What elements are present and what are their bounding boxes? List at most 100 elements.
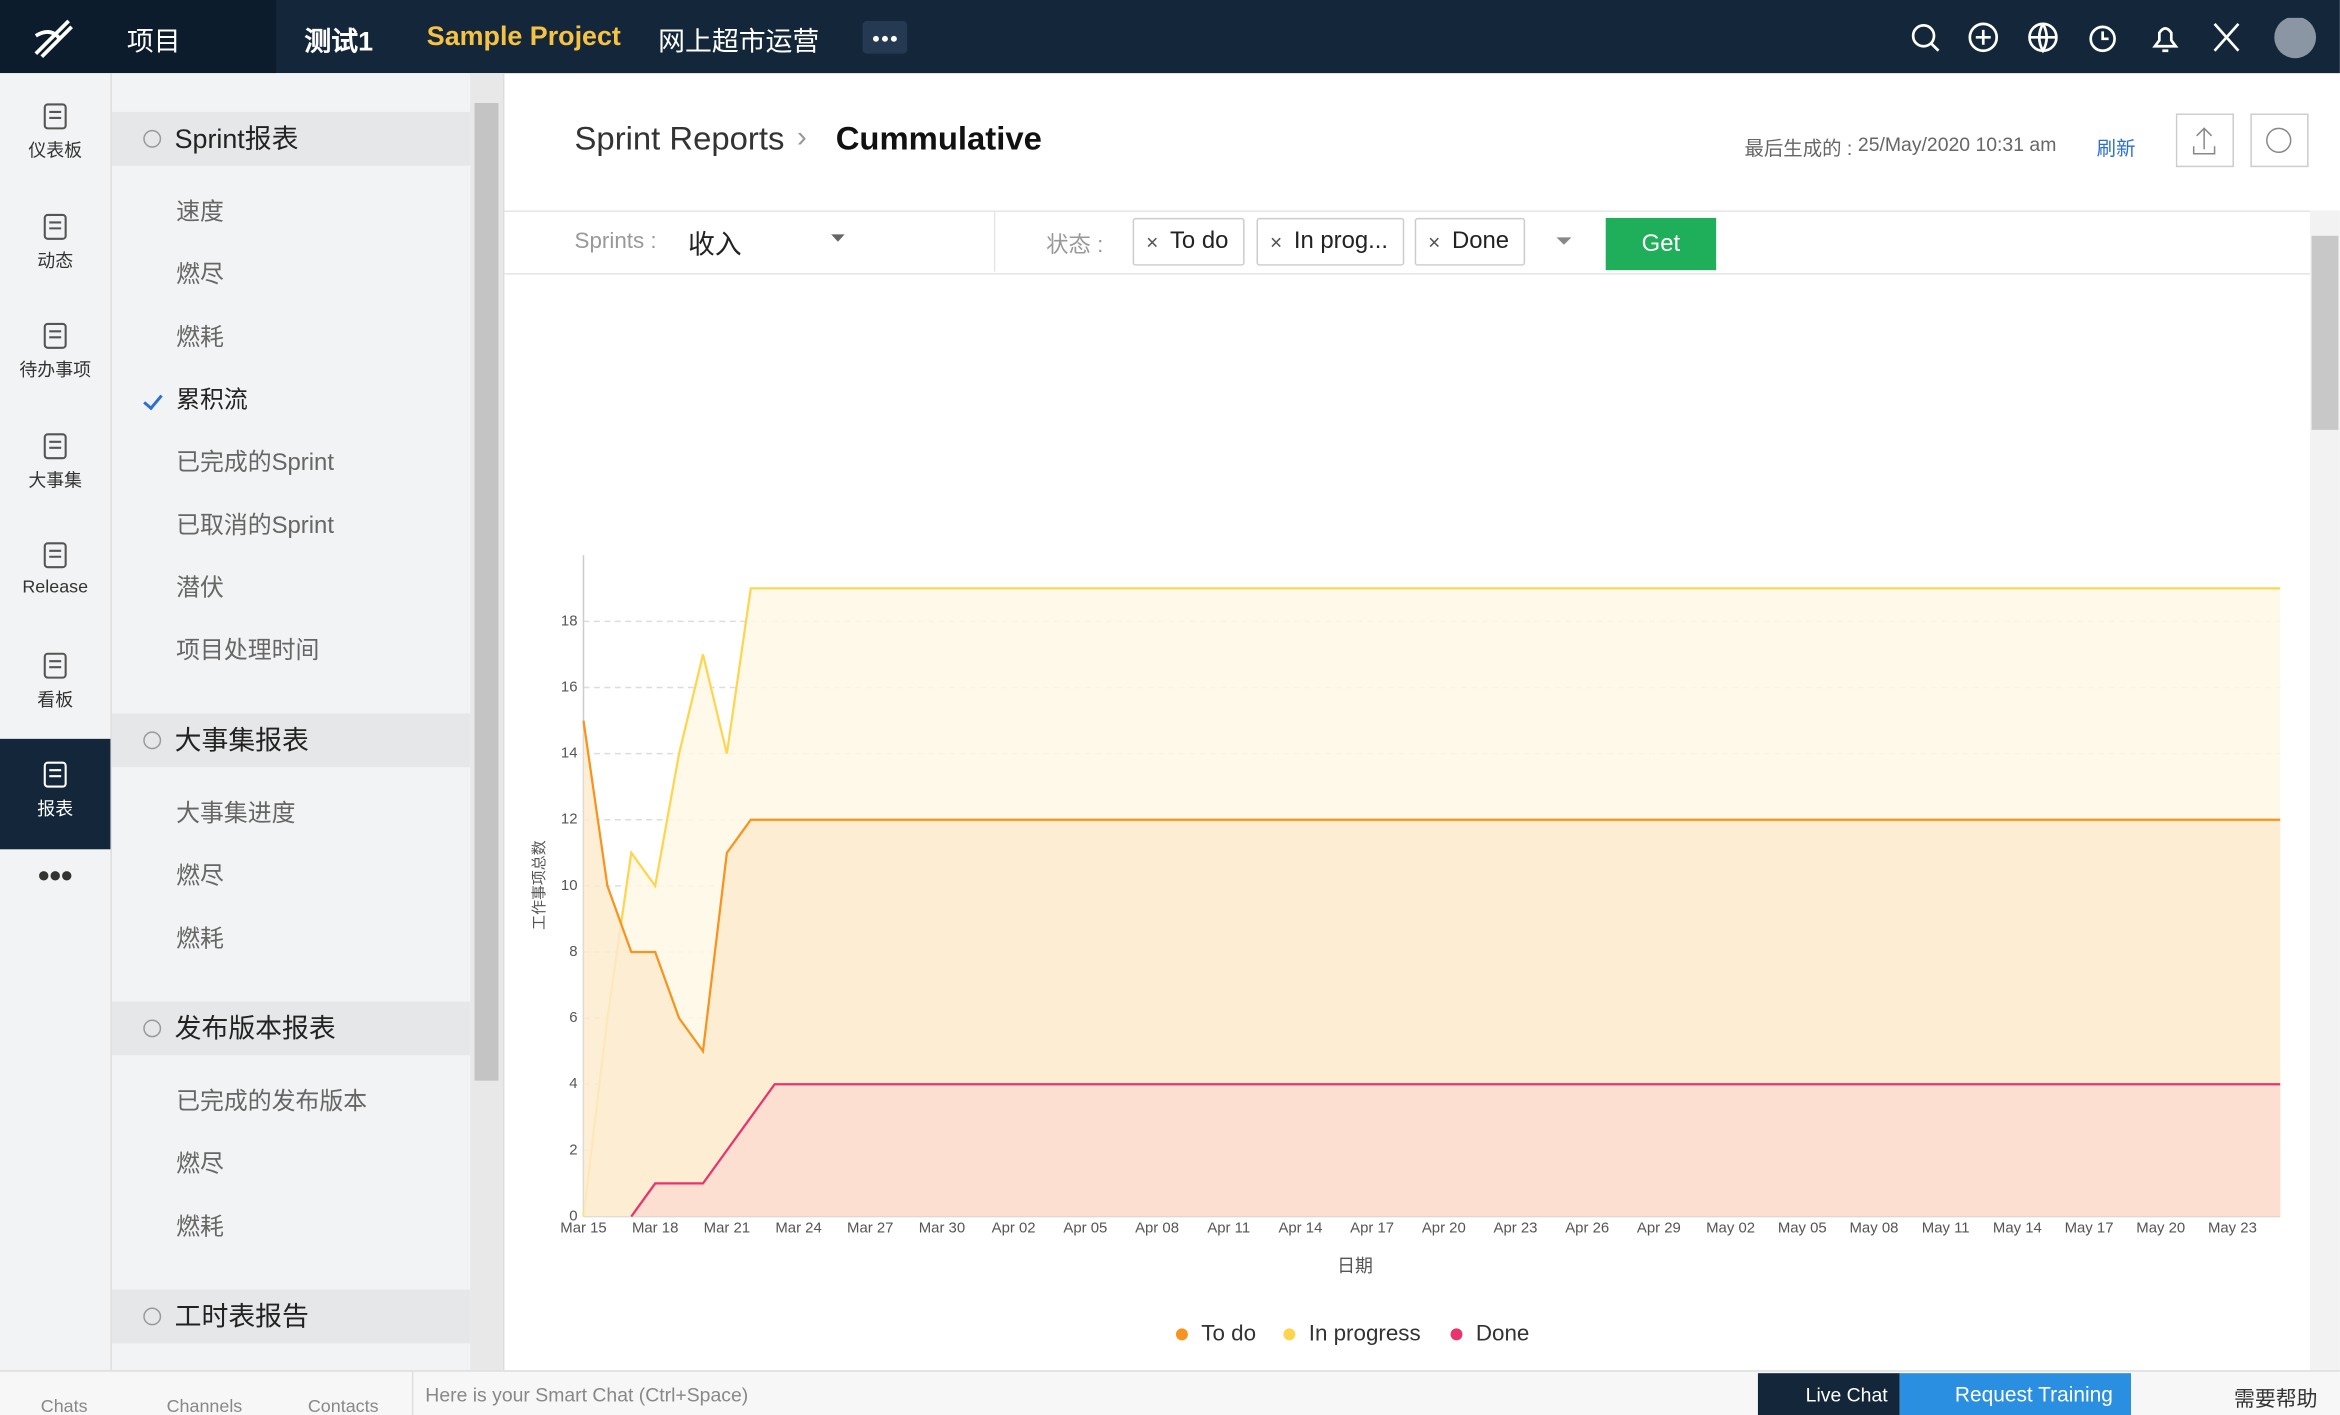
get-button[interactable]: Get [1605, 217, 1717, 271]
y-tick-label: 2 [569, 1141, 577, 1158]
menu-item[interactable]: 燃尽 [176, 864, 224, 890]
x-tick-label: May 08 [1850, 1219, 1899, 1236]
section-items: 大事集进度 燃尽 燃耗 [112, 767, 470, 986]
x-tick-label: Apr 29 [1637, 1219, 1681, 1236]
breadcrumb[interactable]: Sprint Reports [574, 119, 785, 157]
rail-item[interactable]: Release [0, 519, 110, 629]
content-scrollbar[interactable] [2310, 210, 2340, 1371]
section-title[interactable]: 工时表报告 [111, 1289, 471, 1344]
nav-tab[interactable]: 网上超市运营 [658, 26, 820, 57]
menu-item[interactable]: 潜伏 [176, 576, 224, 602]
nav-project[interactable]: 项目 [126, 26, 181, 57]
menu-scrollbar[interactable] [470, 73, 505, 1371]
x-tick-label: Mar 27 [847, 1219, 893, 1236]
x-tick-label: May 23 [2208, 1219, 2257, 1236]
rail-label[interactable]: 动态 [37, 250, 74, 271]
menu-item[interactable]: 燃耗 [176, 926, 224, 953]
x-tick-label: May 17 [2065, 1219, 2114, 1236]
section-title[interactable]: 大事集报表 [111, 713, 471, 768]
menu-item[interactable]: 燃尽 [176, 262, 224, 289]
x-tick-label: May 20 [2136, 1219, 2185, 1236]
more-button[interactable] [862, 20, 908, 54]
rail-label[interactable]: Release [22, 576, 89, 598]
x-tick-label: Apr 08 [1135, 1219, 1179, 1236]
logo-area: 项目 [0, 0, 277, 74]
live-chat[interactable]: Live Chat [1757, 1373, 1900, 1415]
rail-item[interactable]: 看板 [0, 629, 110, 739]
dropdown-arrow[interactable] [830, 233, 848, 245]
rail-item[interactable]: 动态 [0, 190, 110, 300]
y-tick-label: 14 [561, 745, 578, 762]
logo [34, 19, 73, 59]
rail-more[interactable]: ••• [37, 856, 73, 895]
menu-item[interactable]: 已完成的发布版本 [176, 1089, 368, 1115]
menu-item[interactable]: 项目处理时间 [176, 638, 320, 665]
x-tick-label: Apr 17 [1350, 1219, 1394, 1236]
icon-rail: 仪表板动态待办事项大事集 Release 看板报表 ••• [0, 73, 112, 1371]
section-title[interactable]: 发布版本报表 [111, 1001, 471, 1056]
top-bar: 项目 测试1 Sample Project 网上超市运营 [0, 0, 2340, 74]
menu-item[interactable]: 累积流 [112, 370, 470, 433]
menu-item[interactable]: 燃耗 [176, 325, 224, 351]
page-title: Cummulative [835, 119, 1042, 157]
menu-item[interactable]: 速度 [176, 200, 224, 226]
menu-item[interactable]: 燃耗 [176, 1214, 224, 1241]
series-line [582, 720, 2281, 1055]
bottom-tab[interactable]: Chats [40, 1395, 88, 1415]
y-tick-label: 16 [561, 678, 578, 695]
y-tick-label: 18 [561, 612, 578, 629]
generated-at: 25/May/2020 10:31 am [1857, 132, 2057, 156]
menu-item[interactable]: 燃尽 [176, 1152, 224, 1178]
area-fill [631, 1084, 2281, 1217]
content: Sprint Reports › Cummulative 最后生成的 : 25/… [504, 73, 2340, 1371]
rail-label[interactable]: 仪表板 [28, 140, 83, 162]
rail-label[interactable]: 大事集 [28, 469, 83, 491]
menu-item[interactable]: 大事集进度 [176, 801, 296, 827]
bottom-tab[interactable]: Contacts [307, 1395, 379, 1415]
rail-item[interactable]: 大事集 [0, 410, 110, 520]
y-tick-label: 12 [561, 811, 578, 828]
menu-section: 大事集报表大事集进度燃尽燃耗 [111, 713, 471, 986]
filter-bar [504, 210, 2311, 275]
status-chip[interactable]: In prog... [1256, 217, 1405, 266]
refresh-link[interactable]: 刷新 [2096, 137, 2136, 160]
legend-marker [1450, 1328, 1463, 1341]
rail-label[interactable]: 待办事项 [19, 359, 92, 381]
menu-section: Sprint报表速度燃尽燃耗累积流已完成的Sprint 已取消的Sprint 潜伏项… [111, 111, 471, 699]
y-tick-label: 6 [569, 1009, 577, 1026]
x-tick-label: Apr 02 [992, 1219, 1036, 1236]
x-tick-label: Apr 23 [1494, 1219, 1538, 1236]
divider [993, 210, 996, 272]
request-training-label[interactable]: Request Training [1954, 1382, 2113, 1407]
bottom-tab[interactable]: Channels [166, 1395, 243, 1415]
y-tick-label: 8 [569, 943, 577, 960]
header-buttons[interactable] [2175, 113, 2310, 170]
status-chip[interactable]: To do [1132, 217, 1245, 266]
help[interactable]: 需要帮助 [2233, 1386, 2318, 1411]
live-chat-label[interactable]: Live Chat [1805, 1383, 1888, 1407]
smart-chat[interactable]: Here is your Smart Chat (Ctrl+Space) [425, 1383, 749, 1407]
menu-item[interactable]: 已完成的Sprint [176, 450, 334, 477]
rail-item[interactable]: 待办事项 [0, 300, 110, 410]
request-training[interactable]: Request Training [1899, 1373, 2132, 1415]
rail-label[interactable]: 看板 [37, 688, 74, 710]
top-icons[interactable] [1907, 17, 2340, 60]
rail-item[interactable]: 报表 [0, 738, 111, 850]
status-chip[interactable]: Done [1414, 217, 1526, 266]
x-tick-label: May 14 [1993, 1219, 2042, 1236]
bottom-bar: Chats Channels Contacts Here is your Smart… [0, 1370, 2340, 1415]
dropdown-arrow[interactable] [1555, 236, 1573, 248]
nav-tab[interactable]: Sample Project [426, 20, 621, 51]
sprint-select[interactable]: 收入 [687, 229, 742, 260]
section-title[interactable]: Sprint报表 [111, 111, 471, 166]
menu-item[interactable]: 已取消的Sprint [176, 513, 334, 539]
nav-tab[interactable]: 测试1 [304, 26, 374, 57]
series-line [630, 1083, 2281, 1218]
rail-item[interactable]: 仪表板 [0, 81, 110, 191]
x-tick-label: Apr 05 [1063, 1219, 1107, 1236]
status-label: 状态 : [1046, 232, 1104, 259]
y-tick-label: 0 [569, 1207, 577, 1224]
rail-label[interactable]: 报表 [37, 798, 74, 820]
x-tick-label: May 11 [1922, 1219, 1970, 1236]
